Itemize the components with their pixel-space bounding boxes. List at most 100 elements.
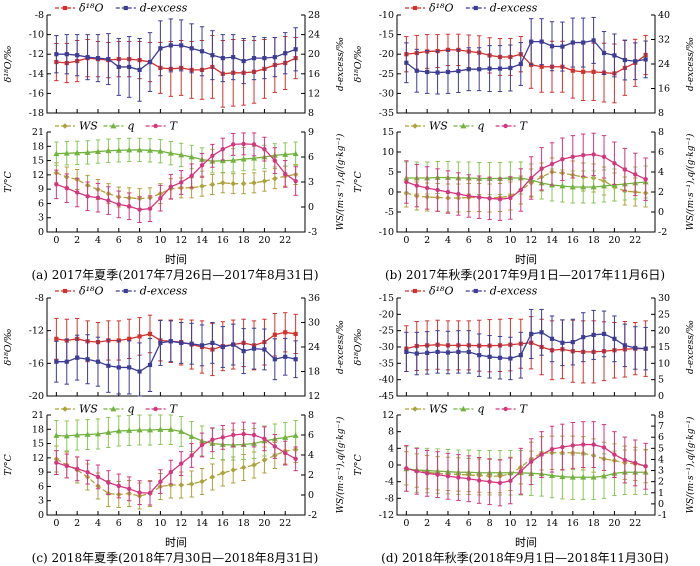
svg-text:-35: -35 (379, 358, 394, 369)
svg-text:0: 0 (658, 499, 664, 510)
svg-text:8: 8 (137, 235, 143, 246)
svg-text:18: 18 (238, 518, 250, 529)
svg-text:10: 10 (382, 147, 394, 158)
svg-text:4: 4 (445, 518, 451, 529)
svg-text:4: 4 (95, 518, 101, 529)
svg-text:-18: -18 (29, 108, 44, 118)
svg-text:16: 16 (308, 69, 320, 80)
svg-text:8: 8 (658, 108, 664, 118)
svg-text:4: 4 (445, 235, 451, 246)
svg-text:-2: -2 (658, 227, 667, 238)
caption-c: (c) 2018年夏季(2018年7月30日—2018年8月31日) (31, 551, 319, 565)
svg-text:22: 22 (629, 518, 641, 529)
svg-text:22: 22 (279, 235, 291, 246)
svg-text:16: 16 (217, 518, 229, 529)
svg-text:8: 8 (658, 410, 664, 421)
svg-text:0: 0 (658, 391, 664, 401)
svg-text:14: 14 (196, 518, 208, 529)
svg-text:4: 4 (658, 167, 664, 178)
svg-text:10: 10 (154, 518, 166, 529)
svg-text:WS: WS (79, 120, 98, 133)
svg-text:0: 0 (658, 207, 664, 218)
chart-c-isotopes: -8 -12 -16 -20 36 30 24 18 12 δ¹⁸O/‰ d-excess/‰ δ¹⁸… (3, 285, 346, 402)
svg-text:15: 15 (658, 342, 670, 353)
svg-text:18: 18 (238, 235, 250, 246)
svg-text:14: 14 (546, 235, 558, 246)
svg-text:q: q (127, 403, 134, 416)
svg-text:25: 25 (658, 309, 670, 320)
svg-text:-10: -10 (379, 227, 394, 238)
svg-text:6: 6 (308, 152, 314, 163)
svg-text:14: 14 (196, 235, 208, 246)
svg-text:3: 3 (38, 213, 44, 224)
svg-text:12: 12 (308, 88, 320, 99)
svg-text:6: 6 (308, 430, 314, 441)
svg-text:12: 12 (175, 235, 187, 246)
svg-text:WS/(m·s⁻¹),q/(g·kg⁻¹): WS/(m·s⁻¹),q/(g·kg⁻¹) (685, 133, 696, 230)
caption-a: (a) 2017年夏季(2017年7月26日—2017年8月31日) (31, 268, 319, 282)
svg-text:24: 24 (308, 342, 320, 353)
svg-text:T: T (520, 120, 529, 133)
svg-text:10: 10 (504, 518, 516, 529)
svg-text:T: T (170, 403, 179, 416)
svg-text:-25: -25 (379, 326, 394, 337)
svg-text:-4: -4 (385, 477, 394, 488)
svg-text:q: q (477, 120, 484, 133)
svg-text:10: 10 (504, 235, 516, 246)
svg-text:时间: 时间 (165, 253, 187, 266)
svg-text:2: 2 (658, 477, 664, 488)
svg-text:-14: -14 (29, 69, 44, 80)
svg-text:-30: -30 (379, 342, 394, 353)
svg-text:δ¹⁸O/‰: δ¹⁸O/‰ (353, 45, 364, 82)
svg-text:18: 18 (308, 367, 320, 378)
svg-text:0: 0 (403, 235, 409, 246)
svg-text:36: 36 (308, 293, 320, 304)
svg-text:12: 12 (32, 170, 44, 181)
svg-text:WS/(m·s⁻¹),q/(g·kg⁻¹): WS/(m·s⁻¹),q/(g·kg⁻¹) (335, 133, 346, 230)
svg-text:时间: 时间 (515, 253, 537, 266)
svg-text:-12: -12 (29, 49, 44, 60)
svg-text:15: 15 (32, 439, 44, 450)
svg-text:5: 5 (658, 375, 664, 386)
svg-text:d-excess: d-excess (490, 285, 538, 298)
svg-text:24: 24 (658, 59, 670, 70)
svg-text:5: 5 (658, 443, 664, 454)
svg-text:-15: -15 (379, 293, 394, 304)
svg-text:δ¹⁸O: δ¹⁸O (429, 2, 453, 15)
svg-text:T/°C: T/°C (3, 453, 14, 475)
svg-text:-10: -10 (379, 10, 394, 21)
svg-text:-5: -5 (385, 207, 394, 218)
svg-text:T/°C: T/°C (353, 453, 364, 475)
svg-text:δ¹⁸O: δ¹⁸O (79, 2, 103, 15)
svg-text:20: 20 (608, 235, 620, 246)
svg-text:-8: -8 (385, 493, 394, 504)
svg-text:12: 12 (32, 453, 44, 464)
svg-text:21: 21 (32, 127, 44, 138)
svg-text:-16: -16 (29, 358, 44, 369)
svg-text:-12: -12 (379, 510, 394, 521)
svg-text:8: 8 (487, 235, 493, 246)
svg-text:4: 4 (308, 450, 314, 461)
svg-text:30: 30 (308, 318, 320, 329)
svg-text:16: 16 (658, 84, 670, 95)
svg-text:-1: -1 (658, 510, 667, 521)
svg-text:20: 20 (258, 518, 270, 529)
svg-text:δ¹⁸O/‰: δ¹⁸O/‰ (3, 45, 14, 82)
svg-text:-16: -16 (29, 88, 44, 99)
svg-text:12: 12 (308, 391, 320, 401)
caption-b: (b) 2017年秋季(2017年9月1日—2017年11月6日) (384, 268, 665, 282)
svg-text:0: 0 (308, 202, 314, 213)
svg-text:d-excess: d-excess (140, 285, 188, 298)
svg-text:6: 6 (38, 198, 44, 209)
svg-text:0: 0 (388, 187, 394, 198)
svg-text:8: 8 (658, 127, 664, 138)
panel-a: -8 -10 -12 -14 -16 -18 28 24 20 16 12 8 δ¹⁸O/‰ d-exce… (0, 0, 350, 283)
svg-text:9: 9 (38, 184, 44, 195)
caption-d: (d) 2018年秋季(2018年9月1日—2018年11月30日) (381, 551, 669, 565)
svg-text:WS/(m·s⁻¹),q/(g·kg⁻¹): WS/(m·s⁻¹),q/(g·kg⁻¹) (685, 416, 696, 513)
svg-text:4: 4 (388, 443, 394, 454)
svg-text:18: 18 (588, 518, 600, 529)
svg-text:0: 0 (53, 518, 59, 529)
